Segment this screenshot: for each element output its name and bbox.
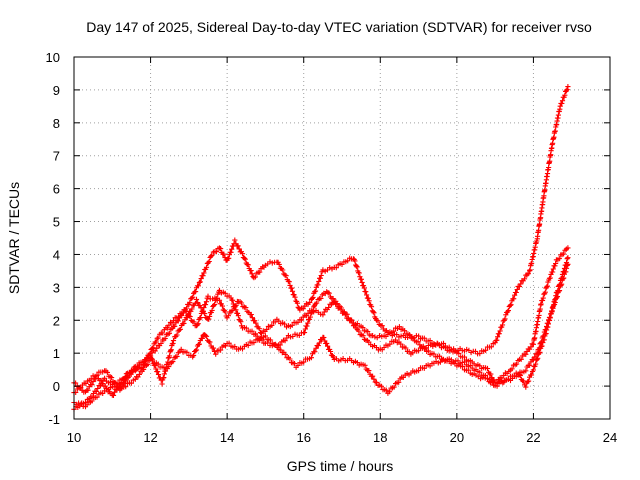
y-tick-label-6: 5 <box>53 215 60 230</box>
x-tick-label-2: 14 <box>220 430 234 445</box>
series-track-2 <box>71 245 571 398</box>
x-tick-label-5: 20 <box>450 430 464 445</box>
y-tick-label-4: 3 <box>53 280 60 295</box>
y-tick-label-8: 7 <box>53 149 60 164</box>
chart-title: Day 147 of 2025, Sidereal Day-to-day VTE… <box>86 19 592 35</box>
y-tick-label-1: 0 <box>53 379 60 394</box>
plot-frame <box>73 56 611 420</box>
y-tick-label-7: 6 <box>53 182 60 197</box>
x-tick-label-1: 12 <box>143 430 157 445</box>
x-tick-label-4: 18 <box>373 430 387 445</box>
x-tick-label-7: 24 <box>603 430 617 445</box>
y-tick-label-5: 4 <box>53 247 60 262</box>
x-tick-label-0: 10 <box>67 430 81 445</box>
y-tick-label-2: 1 <box>53 346 60 361</box>
series-markers-track-2 <box>71 245 571 398</box>
x-tick-label-6: 22 <box>526 430 540 445</box>
y-tick-label-3: 2 <box>53 313 60 328</box>
y-tick-label-0: -1 <box>48 412 60 427</box>
y-tick-label-10: 9 <box>53 83 60 98</box>
grid <box>74 57 610 419</box>
x-tick-label-3: 16 <box>296 430 310 445</box>
x-axis-title: GPS time / hours <box>287 458 394 474</box>
y-tick-label-9: 8 <box>53 116 60 131</box>
y-axis-title: SDTVAR / TECUs <box>6 182 22 294</box>
y-tick-label-11: 10 <box>46 50 60 65</box>
plot-area <box>71 84 571 412</box>
